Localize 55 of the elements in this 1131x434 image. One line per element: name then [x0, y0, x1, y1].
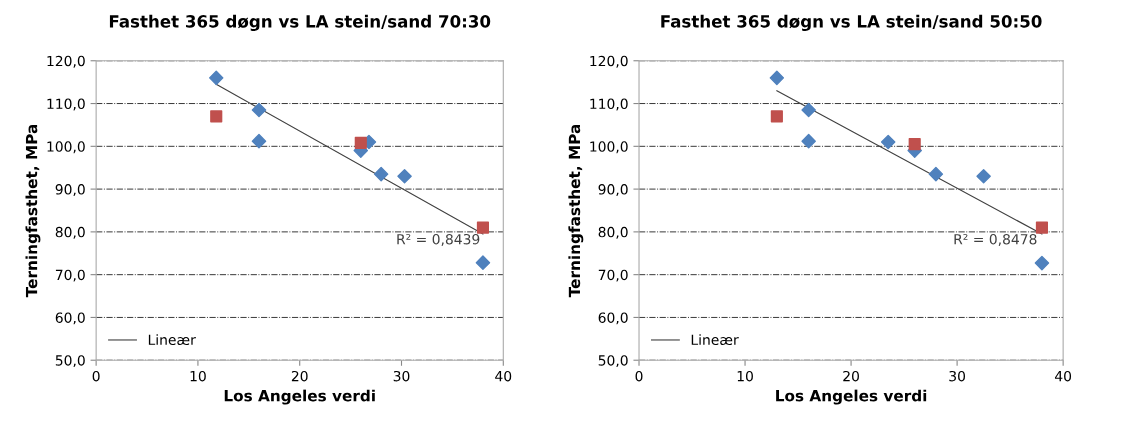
point — [251, 102, 267, 118]
y-tick-label: 80,0 — [598, 226, 628, 239]
y-tick-label: 50,0 — [55, 355, 85, 368]
y-tick-label: 50,0 — [598, 355, 628, 368]
point — [770, 110, 783, 123]
point — [801, 133, 816, 149]
point — [373, 166, 389, 182]
point — [354, 136, 367, 149]
point — [251, 133, 267, 149]
x-tick-label: 40 — [1054, 370, 1072, 382]
x-axis-title: Los Angeles verdi — [776, 389, 927, 405]
x-tick-label: 40 — [495, 370, 512, 382]
y-tick-label: 70,0 — [598, 269, 628, 282]
x-tick-label: 0 — [635, 370, 643, 382]
x-tick-label: 10 — [190, 370, 206, 382]
x-axis-title: Los Angeles verdi — [224, 389, 375, 405]
y-tick-label: 100,0 — [47, 141, 85, 154]
point — [476, 221, 490, 234]
y-tick-label: 110,0 — [47, 98, 85, 111]
y-tick-label: 80,0 — [55, 226, 85, 239]
y-tick-label: 70,0 — [55, 269, 85, 282]
point — [1034, 255, 1050, 271]
chart-title: Fasthet 365 døgn vs LA stein/sand 70:30 — [109, 14, 491, 32]
y-tick-label: 110,0 — [590, 98, 628, 111]
y-tick-label: 60,0 — [55, 312, 85, 325]
annotation: R² = 0,8439 — [397, 233, 480, 246]
x-tick-label: 0 — [92, 370, 100, 382]
point — [801, 102, 816, 118]
point — [210, 110, 223, 123]
point — [880, 134, 896, 150]
point — [397, 168, 412, 184]
y-axis-title: Terningfasthet, MPa — [25, 124, 41, 298]
x-tick-label: 20 — [291, 370, 308, 382]
point — [208, 70, 224, 86]
chart-title: Fasthet 365 døgn vs LA stein/sand 50:50 — [661, 14, 1042, 32]
legend-label: Lineær — [691, 334, 739, 346]
y-tick-label: 120,0 — [590, 55, 628, 68]
y-axis-title: Terningfasthet, MPa — [568, 124, 584, 298]
y-tick-label: 60,0 — [598, 312, 628, 325]
annotation: R² = 0,8478 — [954, 233, 1037, 246]
point — [908, 138, 921, 151]
x-tick-label: 10 — [737, 370, 753, 382]
y-tick-label: 100,0 — [590, 141, 628, 154]
y-tick-label: 90,0 — [55, 184, 85, 196]
x-tick-label: 30 — [949, 370, 966, 382]
point — [769, 70, 785, 86]
y-tick-label: 90,0 — [598, 184, 628, 196]
x-tick-label: 20 — [843, 370, 859, 382]
point — [1035, 221, 1049, 234]
point — [976, 168, 991, 184]
x-tick-label: 30 — [393, 370, 410, 382]
y-tick-label: 120,0 — [47, 55, 85, 68]
point — [475, 255, 491, 270]
point — [928, 166, 944, 182]
legend-label: Lineær — [148, 334, 196, 346]
